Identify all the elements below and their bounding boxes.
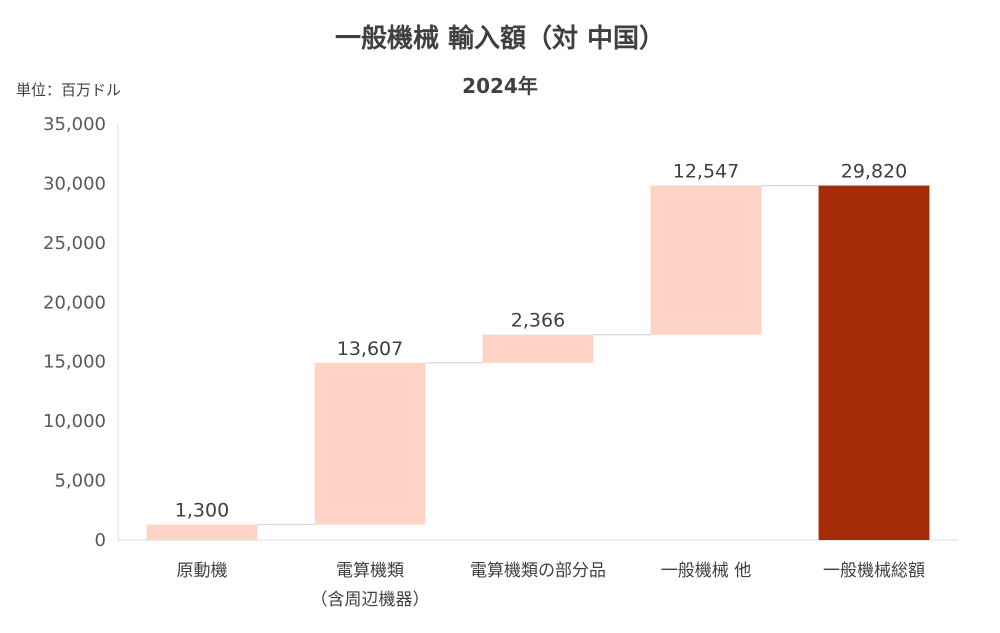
chart-bars xyxy=(146,185,930,540)
connector-lines xyxy=(257,184,819,526)
bar xyxy=(650,185,762,335)
data-label: 1,300 xyxy=(175,500,229,522)
unit-label: 単位：百万ドル xyxy=(16,81,122,99)
bar xyxy=(146,524,258,540)
category-labels: 原動機 電算機類 （含周辺機器） 電算機類の部分品 一般機械 他 一般機械総額 xyxy=(177,561,926,610)
category-label: 一般機械総額 xyxy=(823,561,925,581)
y-tick-label: 20,000 xyxy=(43,292,106,313)
y-tick-label: 10,000 xyxy=(43,411,106,432)
y-tick-label: 0 xyxy=(95,530,106,551)
bar xyxy=(314,362,426,525)
y-tick-label: 35,000 xyxy=(43,114,106,135)
bar xyxy=(482,334,594,363)
data-labels: 1,300 13,607 2,366 12,547 29,820 xyxy=(175,161,907,522)
chart-axes: 0 5,000 10,000 15,000 20,000 25,000 30,000 35,0… xyxy=(43,114,958,551)
data-label: 2,366 xyxy=(511,310,565,332)
y-tick-label: 15,000 xyxy=(43,352,106,373)
data-label: 29,820 xyxy=(841,161,907,183)
bar xyxy=(818,185,930,540)
data-label: 13,607 xyxy=(337,338,403,360)
y-tick-label: 5,000 xyxy=(54,471,106,492)
category-label: 一般機械 他 xyxy=(661,561,751,581)
chart-title: 一般機械 輸入額（対 中国） xyxy=(334,24,666,54)
category-label: 原動機 xyxy=(177,561,228,581)
category-label: 電算機類の部分品 xyxy=(470,561,606,581)
chart-subtitle: 2024年 xyxy=(462,74,538,98)
data-label: 12,547 xyxy=(673,161,739,183)
y-tick-label: 30,000 xyxy=(43,173,106,194)
category-label: （含周辺機器） xyxy=(311,590,430,610)
y-tick-label: 25,000 xyxy=(43,233,106,254)
category-label: 電算機類 xyxy=(336,561,404,581)
